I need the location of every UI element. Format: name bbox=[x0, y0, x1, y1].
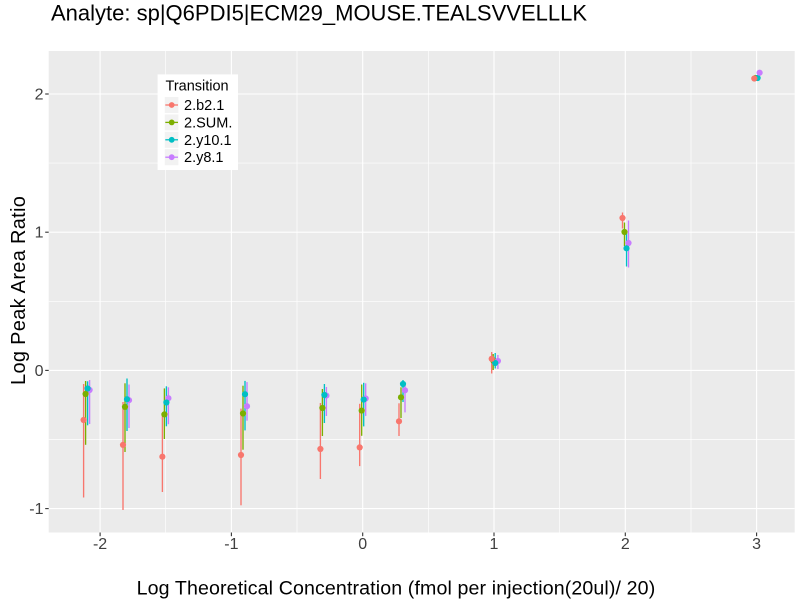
svg-text:2: 2 bbox=[35, 87, 44, 104]
svg-text:Analyte: sp|Q6PDI5|ECM29_MOUSE: Analyte: sp|Q6PDI5|ECM29_MOUSE.TEALSVVEL… bbox=[51, 1, 587, 26]
svg-text:2.y8.1: 2.y8.1 bbox=[184, 150, 224, 166]
svg-text:1: 1 bbox=[35, 225, 44, 242]
svg-text:0: 0 bbox=[35, 363, 44, 380]
svg-text:Log Theoretical Concentration: Log Theoretical Concentration (fmol per … bbox=[137, 577, 656, 599]
svg-text:-1: -1 bbox=[29, 501, 43, 518]
svg-text:-1: -1 bbox=[224, 536, 238, 553]
svg-text:2: 2 bbox=[621, 536, 630, 553]
svg-text:0: 0 bbox=[358, 536, 367, 553]
svg-text:-2: -2 bbox=[93, 536, 107, 553]
svg-text:2.y10.1: 2.y10.1 bbox=[184, 133, 232, 149]
svg-text:2.SUM.: 2.SUM. bbox=[184, 115, 232, 131]
svg-text:Transition: Transition bbox=[166, 79, 229, 95]
svg-text:Log Peak Area Ratio: Log Peak Area Ratio bbox=[8, 196, 30, 385]
svg-text:3: 3 bbox=[752, 536, 761, 553]
svg-text:1: 1 bbox=[490, 536, 499, 553]
svg-text:2.b2.1: 2.b2.1 bbox=[184, 98, 224, 114]
